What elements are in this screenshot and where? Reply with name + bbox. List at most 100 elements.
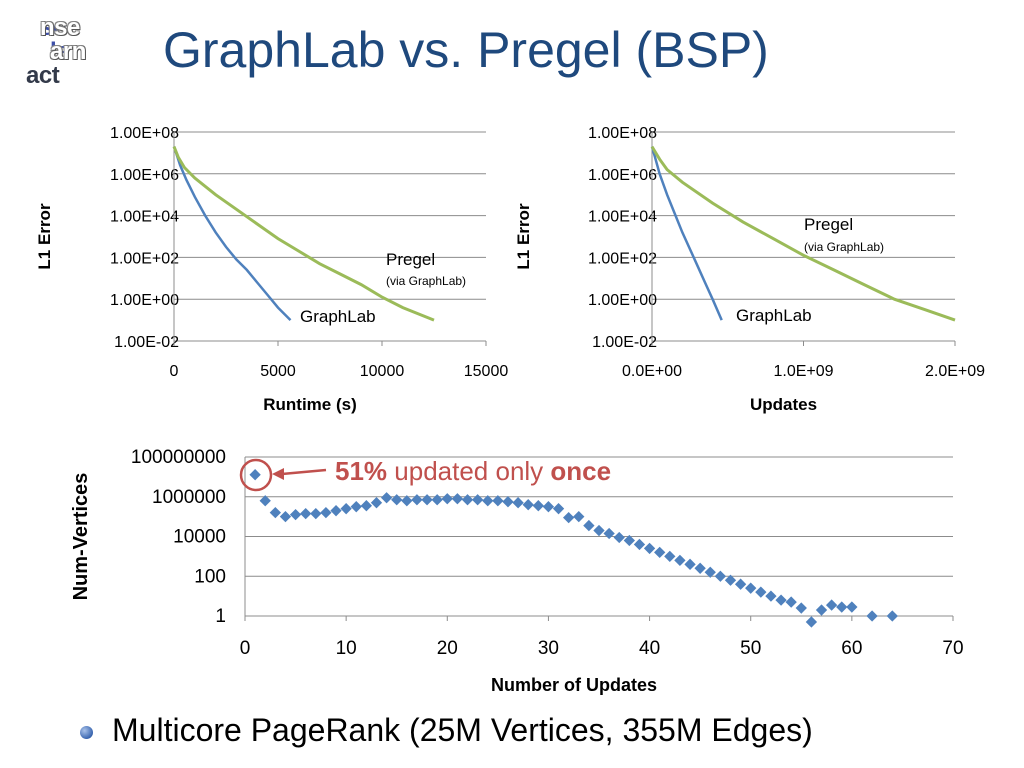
logo-text-nse: nse [40,14,80,41]
data-point [633,538,646,551]
y-tick-label: 1 [215,606,226,627]
annotation-text: 51% updated only once [335,456,611,486]
bullet-text: Multicore PageRank (25M Vertices, 355M E… [112,712,813,748]
series-line-pregel [172,146,435,322]
data-point [370,497,383,509]
data-point [431,494,443,506]
data-point [846,601,858,613]
x-tick-label: 70 [942,638,963,659]
data-point [471,494,484,506]
data-point [461,494,474,506]
bullet-icon [80,726,93,739]
data-point [674,554,686,567]
data-point [279,510,292,523]
sense-learn-act-logo: se nse le arn act [24,16,134,90]
x-axis-title: Runtime (s) [263,395,357,414]
data-point [734,578,747,590]
series-line-pregel [650,145,956,322]
annotation-arrow-head [272,468,284,480]
legend-label-pregel: Pregel [804,215,853,234]
y-tick-label: 1.00E+08 [588,125,657,142]
y-tick-label: 1.00E+08 [110,125,179,142]
slide-title: GraphLab vs. Pregel (BSP) [163,22,769,78]
data-point [451,493,464,505]
data-point [340,503,352,515]
y-tick-label: 1.00E+00 [110,292,179,309]
data-point [512,497,524,509]
data-point [795,602,807,614]
data-point [360,500,373,512]
data-point [401,495,413,507]
data-point [300,507,312,520]
y-tick-label: 1.00E-02 [592,334,657,351]
legend-label-graphlab: GraphLab [300,307,376,326]
x-axis-title: Number of Updates [491,675,657,695]
data-point [866,610,878,622]
y-tick-label: 1.00E-02 [114,334,179,351]
x-tick-label: 40 [639,638,660,659]
y-tick-label: 1000000 [152,487,226,508]
data-point [593,524,605,537]
data-point [684,558,696,570]
data-point [765,590,777,602]
data-point [643,542,656,555]
data-point [492,495,504,507]
y-tick-label: 10000 [173,527,226,548]
x-tick-label: 5000 [260,363,296,380]
annotation-arrow-line [281,468,327,476]
data-point [563,511,575,524]
data-point [603,527,615,540]
x-tick-label: 0 [170,363,179,380]
data-point [654,546,666,559]
y-tick-label: 1.00E+00 [588,292,657,309]
data-point [755,586,767,598]
data-point [259,495,271,507]
y-tick-label: 1.00E+04 [588,209,657,226]
logo-text-se: se [40,14,66,41]
data-point [583,519,595,532]
x-tick-label: 1.0E+09 [773,363,833,380]
y-tick-label: 1.00E+02 [110,250,179,267]
data-point [724,574,737,586]
data-point [350,501,362,513]
x-tick-label: 30 [538,638,559,659]
y-axis-title: L1 Error [514,203,533,270]
data-point [522,499,534,511]
x-tick-label: 10000 [360,363,405,380]
data-point [805,616,818,628]
data-point [623,534,635,547]
data-point [249,469,261,481]
data-point [310,507,322,520]
data-point [694,562,706,574]
legend-sublabel-pregel: (via GraphLab) [804,240,884,254]
highlight-circle [239,458,273,492]
y-tick-label: 100 [194,566,226,587]
data-point [289,508,302,521]
data-point [330,505,342,517]
y-tick-label: 100000000 [131,447,226,468]
data-point [269,506,281,519]
legend-sublabel-pregel: (via GraphLab) [386,274,466,288]
x-axis-title: Updates [750,395,817,414]
data-point [380,492,393,504]
data-point [421,494,433,506]
y-axis-title: L1 Error [35,203,54,270]
x-tick-label: 2.0E+09 [925,363,985,380]
data-point [502,496,514,508]
x-tick-label: 50 [740,638,761,659]
x-tick-label: 0 [240,638,251,659]
legend-label-pregel: Pregel [386,250,435,269]
data-point [745,582,757,594]
data-point [886,610,898,622]
data-point [825,599,838,611]
y-tick-label: 1.00E+04 [110,209,179,226]
data-point [532,500,544,512]
data-point [836,601,848,613]
data-point [664,550,676,563]
x-tick-label: 20 [437,638,458,659]
x-tick-label: 60 [841,638,862,659]
series-line-graphlab [650,146,723,321]
data-point [815,604,828,616]
logo-text-arn: arn [50,38,86,65]
